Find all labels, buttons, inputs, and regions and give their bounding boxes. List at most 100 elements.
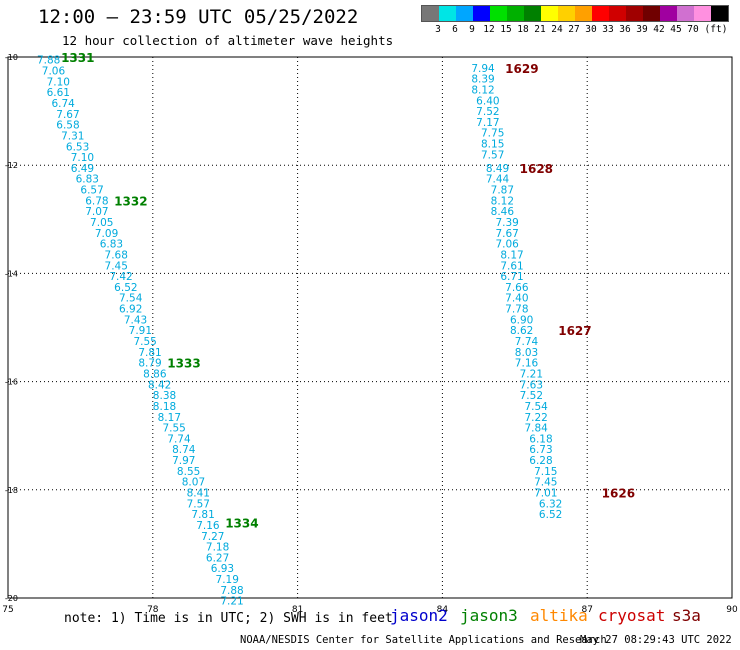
wave-height-label: 6.73 (529, 444, 552, 456)
wave-height-label: 6.53 (66, 141, 89, 153)
color-scale-label: 70 (687, 24, 699, 35)
wave-height-label: 7.06 (495, 239, 519, 251)
wave-height-label: 7.31 (61, 130, 84, 142)
color-scale-label: 9 (469, 24, 475, 35)
wave-height-label: 8.41 (187, 488, 210, 500)
pass-number-label: 1627 (558, 324, 591, 338)
wave-height-label: 8.79 (138, 358, 161, 370)
wave-height-label: 7.81 (191, 509, 214, 521)
footnote: note: 1) Time is in UTC; 2) SWH is in fe… (64, 611, 393, 626)
wave-height-label: 8.74 (172, 444, 196, 456)
credit-line: NOAA/NESDIS Center for Satellite Applica… (240, 634, 607, 646)
x-tick-label: 87 (581, 605, 592, 615)
color-scale-swatches (421, 5, 729, 22)
wave-height-label: 7.22 (524, 412, 547, 424)
chart-subtitle: 12 hour collection of altimeter wave hei… (62, 33, 394, 48)
wave-height-label: 6.52 (539, 509, 562, 521)
wave-height-label: 7.40 (505, 293, 528, 305)
x-tick-label: 90 (726, 605, 738, 615)
color-swatch (439, 6, 456, 21)
wave-height-label: 7.06 (42, 66, 66, 78)
wave-height-label: 7.91 (129, 325, 152, 337)
wave-height-label: 6.93 (211, 563, 234, 575)
x-tick-label: 81 (292, 605, 303, 615)
chart-title: 12:00 – 23:59 UTC 05/25/2022 (38, 6, 359, 28)
wave-height-label: 7.54 (119, 293, 143, 305)
color-swatch (473, 6, 490, 21)
wave-height-label: 7.84 (524, 423, 548, 435)
y-tick-label: -12 (5, 161, 18, 170)
wave-height-label: 7.66 (505, 282, 529, 294)
x-tick-label: 84 (437, 605, 449, 615)
satellite-legend-jason2: jason2 (390, 606, 448, 625)
wave-height-label: 8.38 (153, 390, 176, 402)
color-scale-label: 12 (483, 24, 495, 35)
color-swatch (456, 6, 473, 21)
wave-height-label: 7.88 (37, 55, 60, 67)
color-swatch (592, 6, 609, 21)
color-scale-label: 30 (585, 24, 597, 35)
wave-height-label: 6.78 (85, 195, 108, 207)
color-scale-label: 21 (534, 24, 546, 35)
wave-height-label: 7.55 (133, 336, 156, 348)
wave-height-label: 6.92 (119, 304, 142, 316)
color-scale-label: 18 (517, 24, 529, 35)
wave-height-label: 7.09 (95, 228, 118, 240)
satellite-legend-altika: altika (530, 606, 588, 625)
wave-height-label: 7.10 (47, 76, 70, 88)
pass-number-label: 1331 (61, 51, 94, 65)
wave-height-label: 7.57 (481, 149, 504, 161)
pass-number-label: 1332 (114, 194, 147, 208)
wave-height-label: 7.42 (109, 271, 132, 283)
color-swatch (507, 6, 524, 21)
wave-height-label: 6.40 (476, 95, 499, 107)
wave-height-label: 7.21 (220, 596, 243, 608)
pass-number-label: 1334 (225, 516, 258, 530)
wave-height-label: 7.67 (56, 109, 79, 121)
wave-height-label: 8.55 (177, 466, 200, 478)
color-swatch (575, 6, 592, 21)
wave-height-label: 7.16 (515, 358, 539, 370)
color-swatch (609, 6, 626, 21)
color-scale-label: 24 (551, 24, 563, 35)
wave-height-label: 8.17 (158, 412, 181, 424)
wave-height-label: 7.61 (500, 260, 523, 272)
wave-height-label: 6.58 (56, 120, 79, 132)
wave-height-label: 7.21 (520, 368, 543, 380)
wave-height-label: 6.74 (51, 98, 75, 110)
wave-height-label: 7.57 (187, 498, 210, 510)
wave-height-label: 7.17 (476, 117, 499, 129)
wave-height-label: 6.52 (114, 282, 137, 294)
pass-number-label: 1629 (505, 62, 538, 76)
wave-height-label: 7.05 (90, 217, 113, 229)
color-scale-legend: 3 6 9 12 15 18 21 24 27 30 33 36 39 42 45 70 (ft) (421, 5, 729, 36)
wave-height-label: 8.39 (471, 74, 494, 86)
wave-height-label: 7.39 (495, 217, 518, 229)
satellite-legend-cryosat: cryosat (598, 606, 666, 625)
color-scale-label: 3 (435, 24, 441, 35)
wave-height-label: 7.19 (216, 574, 239, 586)
wave-height-label: 7.10 (71, 152, 94, 164)
wave-height-label: 7.87 (491, 185, 514, 197)
wave-height-label: 6.90 (510, 314, 533, 326)
wave-height-label: 7.16 (196, 520, 220, 532)
wave-height-label: 6.83 (100, 239, 123, 251)
wave-height-label: 8.15 (481, 139, 504, 151)
wave-height-label: 7.52 (520, 390, 543, 402)
wave-height-label: 7.74 (515, 336, 539, 348)
wave-height-label: 6.32 (539, 498, 562, 510)
wave-height-label: 7.63 (520, 379, 543, 391)
wave-height-label: 8.03 (515, 347, 538, 359)
wave-height-label: 7.44 (486, 174, 510, 186)
color-swatch (711, 6, 728, 21)
y-tick-label: -20 (5, 594, 18, 603)
wave-height-label: 6.83 (76, 174, 99, 186)
plot-frame (7, 56, 733, 599)
x-tick-label: 75 (2, 605, 13, 615)
color-scale-label: 45 (670, 24, 682, 35)
color-swatch (558, 6, 575, 21)
wave-height-label: 7.45 (534, 477, 557, 489)
wave-height-label: 7.27 (201, 531, 224, 543)
wave-height-label: 7.01 (534, 488, 557, 500)
wave-height-label: 7.07 (85, 206, 108, 218)
